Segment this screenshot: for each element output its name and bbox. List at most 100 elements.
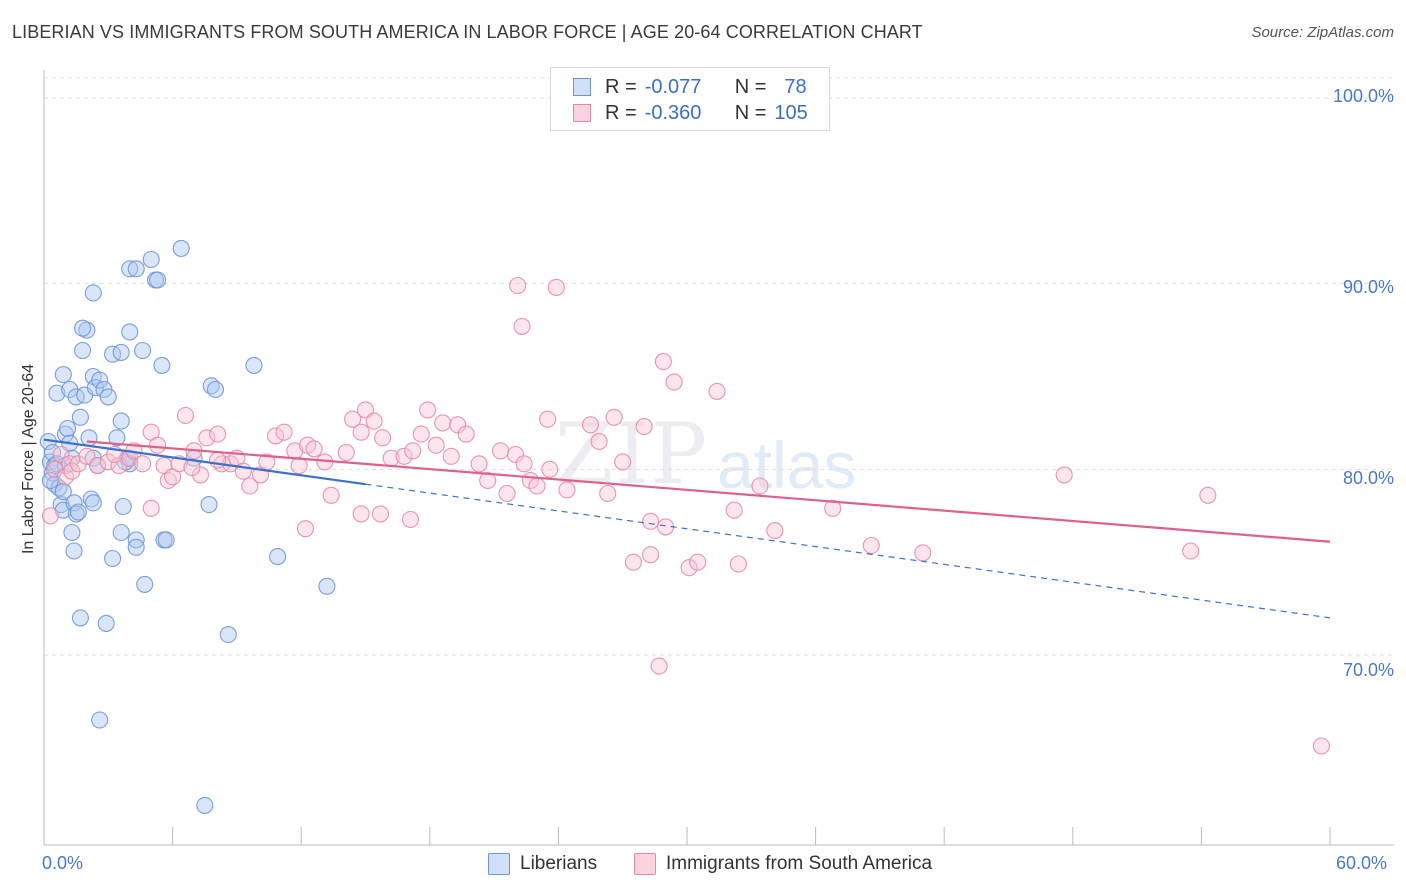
liberians-point	[245, 356, 263, 374]
liberians-point	[121, 260, 139, 278]
liberians-trendline-extension	[365, 483, 1331, 619]
liberians-point	[127, 531, 145, 549]
south-america-point	[914, 544, 932, 562]
liberians-point	[149, 271, 167, 289]
liberians-point	[134, 341, 152, 360]
south-america-point	[515, 455, 533, 473]
south-america-trendline	[86, 440, 1331, 543]
south-america-point	[751, 477, 769, 495]
south-america-point	[642, 546, 660, 564]
liberians-point	[84, 494, 102, 512]
liberians-point	[67, 388, 85, 406]
r-value: -0.077	[644, 75, 702, 98]
south-america-point	[1199, 486, 1217, 504]
south-america-point	[56, 468, 74, 486]
liberians-point	[54, 366, 72, 384]
south-america-point	[590, 432, 608, 451]
south-america-point	[509, 276, 527, 295]
south-america-point	[599, 484, 617, 503]
n-value: 78	[784, 75, 807, 98]
south-america-point	[624, 553, 642, 571]
south-america-point	[498, 484, 516, 503]
liberians-point	[136, 575, 154, 593]
south-america-point	[635, 418, 653, 436]
south-america-point	[442, 447, 460, 465]
liberians-point	[63, 523, 81, 542]
south-america-point	[541, 460, 559, 478]
south-america-point	[395, 447, 413, 465]
south-america-point	[506, 445, 525, 464]
south-america-point	[449, 416, 467, 434]
legend-label: Immigrants from South America	[666, 853, 933, 874]
liberians-point	[172, 239, 190, 257]
south-america-point	[142, 499, 160, 517]
south-america-point	[401, 510, 420, 529]
y-tick-label: 90.0%	[1342, 277, 1394, 297]
y-tick-label: 70.0%	[1342, 660, 1394, 680]
y-tick-label: 80.0%	[1342, 468, 1394, 488]
liberians-point	[112, 523, 130, 542]
liberians-point	[127, 538, 145, 556]
liberians-point	[142, 250, 160, 269]
south-america-point	[412, 425, 430, 443]
liberians-point	[108, 429, 126, 447]
south-america-point	[680, 559, 698, 577]
liberians-point	[219, 626, 237, 644]
liberians-point	[121, 323, 139, 341]
south-america-point	[322, 486, 340, 504]
liberians-point	[71, 609, 89, 627]
r-label: R =	[605, 101, 637, 124]
south-america-point	[654, 353, 672, 371]
south-america-point	[539, 410, 557, 428]
south-america-point	[1055, 466, 1073, 484]
liberians-point	[65, 494, 83, 512]
south-america-point	[708, 382, 726, 400]
x-tick-label: 0.0%	[42, 853, 84, 873]
south-america-point	[209, 451, 227, 469]
south-america-point	[528, 477, 546, 495]
south-america-point	[665, 373, 683, 391]
liberians-point	[71, 408, 89, 426]
south-america-point	[642, 512, 660, 530]
south-america-point	[89, 457, 107, 475]
watermark-zip: ZIP	[555, 405, 710, 503]
south-america-point	[457, 425, 475, 443]
south-america-point	[614, 453, 632, 471]
liberians-point	[65, 542, 83, 560]
liberians-point	[269, 548, 287, 566]
south-america-point	[766, 522, 784, 540]
liberians-point	[112, 412, 130, 430]
south-america-point	[374, 429, 392, 447]
legend-swatch	[488, 853, 510, 875]
south-america-point	[581, 416, 600, 434]
liberians-point	[97, 614, 115, 632]
legend-row-liberians: R = -0.077 N = 78	[573, 75, 807, 99]
south-america-point	[352, 505, 370, 523]
south-america-point	[198, 429, 216, 447]
south-america-point	[176, 406, 195, 425]
south-america-point	[729, 555, 747, 573]
south-america-point	[1312, 737, 1330, 755]
liberians-point	[69, 503, 87, 521]
south-america-point	[352, 423, 370, 441]
south-america-point	[558, 481, 576, 499]
y-tick-label: 100.0%	[1332, 86, 1394, 106]
r-label: R =	[605, 75, 637, 98]
south-america-point	[344, 410, 362, 428]
liberians-point	[114, 497, 132, 516]
south-america-point	[427, 436, 445, 454]
south-america-point	[470, 455, 488, 473]
correlation-legend: R = -0.077 N = 78 R = -0.360 N = 105	[550, 67, 830, 131]
legend-item-liberians: Liberians	[488, 852, 597, 876]
south-america-point	[725, 501, 743, 519]
south-america-point	[491, 442, 510, 460]
liberians-point	[206, 380, 225, 399]
x-tick-label: 60.0%	[1336, 853, 1388, 873]
liberians-trendline	[43, 438, 366, 486]
liberians-point	[80, 429, 98, 447]
south-america-point	[479, 471, 497, 490]
liberians-point	[48, 384, 66, 402]
watermark-atlas: atlas	[717, 428, 857, 502]
south-america-point	[209, 425, 227, 443]
